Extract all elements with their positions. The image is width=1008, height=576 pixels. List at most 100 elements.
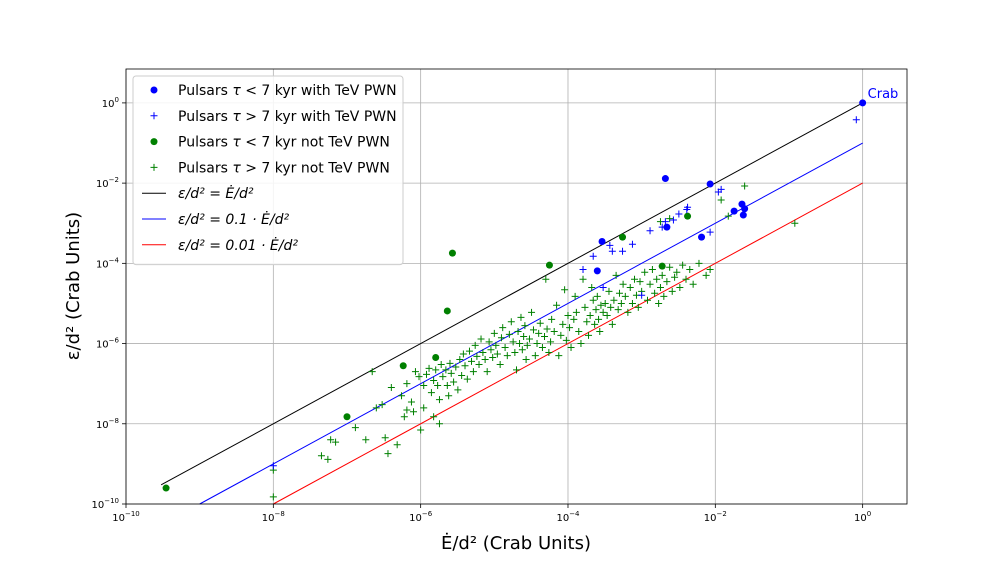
data-point-plus (520, 332, 528, 340)
data-point-plus (496, 361, 504, 369)
data-point-plus (741, 182, 749, 190)
data-point-plus (497, 334, 505, 342)
data-point-plus (603, 312, 611, 320)
data-point-plus (327, 436, 335, 444)
legend-entry-label: Pulsars τ < 7 kyr not TeV PWN (178, 135, 390, 151)
data-point-plus (487, 346, 495, 354)
data-point-circle (150, 86, 158, 94)
data-point-plus (679, 261, 687, 269)
data-point-plus (442, 366, 450, 374)
legend-entry-label: Pulsars τ > 7 kyr not TeV PWN (178, 160, 390, 176)
data-point-plus (548, 315, 556, 323)
data-point-circle (661, 175, 669, 183)
data-point-plus (499, 324, 507, 332)
y-tick-label: 10−10 (91, 497, 119, 511)
x-axis-label: Ė/d² (Crab Units) (441, 533, 591, 554)
data-point-plus (671, 273, 679, 281)
data-point-plus (398, 392, 406, 400)
x-axis-ticks: 10−10 10−8 10−6 10−4 10−2 100 (112, 504, 871, 524)
data-point-plus (673, 268, 681, 276)
data-point-plus (591, 320, 599, 328)
data-point-plus (643, 296, 651, 304)
data-point-plus (706, 266, 714, 274)
x-tick-label: 10−10 (112, 510, 140, 524)
data-point-plus (458, 371, 466, 379)
data-point-plus (317, 452, 325, 460)
data-point-plus (561, 286, 569, 294)
data-point-circle (162, 484, 170, 492)
data-point-circle (150, 138, 158, 146)
data-point-plus (456, 356, 464, 364)
reference-line (273, 182, 863, 505)
data-point-plus (564, 312, 572, 320)
data-point-plus (547, 338, 555, 346)
data-point-plus (489, 353, 497, 361)
x-tick-label: 100 (854, 510, 871, 524)
data-point-plus (507, 318, 515, 326)
data-point-plus (475, 361, 483, 369)
data-point-plus (638, 291, 646, 299)
data-point-plus (417, 426, 425, 434)
data-point-plus (393, 441, 401, 449)
data-point-plus (324, 455, 332, 463)
data-point-plus (332, 438, 340, 446)
data-point-plus (624, 308, 632, 316)
data-point-plus (615, 289, 623, 297)
data-point-plus (430, 413, 438, 421)
data-point-plus (585, 331, 593, 339)
data-points (162, 99, 867, 501)
legend: Pulsars τ < 7 kyr with TeV PWN Pulsars τ … (132, 75, 404, 266)
data-point-plus (666, 215, 674, 223)
data-point-plus (432, 366, 440, 374)
data-point-plus (658, 271, 666, 279)
data-point-plus (599, 308, 607, 316)
data-point-plus (646, 227, 654, 235)
legend-box (132, 75, 404, 266)
data-point-plus (447, 369, 455, 377)
crab-annotation: Crab (868, 87, 899, 102)
data-point-plus (477, 335, 485, 343)
data-point-plus (626, 283, 634, 291)
data-point-plus (702, 271, 710, 279)
data-point-plus (150, 112, 158, 120)
data-point-plus (583, 318, 591, 326)
x-tick-label: 10−8 (262, 510, 285, 524)
data-point-plus (425, 364, 433, 372)
data-point-plus (571, 292, 579, 300)
data-point-circle (448, 249, 456, 257)
plot-frame (125, 68, 908, 505)
data-point-plus (646, 280, 654, 288)
y-tick-label: 10−6 (96, 337, 120, 351)
data-point-plus (557, 331, 565, 339)
data-point-plus (403, 406, 411, 414)
data-point-plus (597, 301, 605, 309)
data-point-plus (661, 218, 669, 226)
data-point-plus (570, 315, 578, 323)
data-point-plus (531, 352, 539, 360)
data-point-circle (741, 205, 749, 213)
data-point-plus (351, 424, 359, 432)
data-point-plus (446, 359, 454, 367)
data-point-plus (514, 327, 522, 335)
data-point-plus (553, 301, 561, 309)
data-point-plus (668, 287, 676, 295)
reference-line (199, 142, 863, 505)
data-point-plus (269, 462, 277, 470)
data-point-plus (535, 329, 543, 337)
data-point-plus (422, 370, 430, 378)
legend-entry-label: ε/d² = 0.1 · Ė/d² (178, 210, 289, 228)
data-point-plus (593, 292, 601, 300)
data-point-plus (660, 292, 668, 300)
data-point-plus (536, 319, 544, 327)
data-point-plus (676, 283, 684, 291)
data-point-plus (648, 266, 656, 274)
data-point-plus (445, 392, 453, 400)
data-point-plus (485, 338, 493, 346)
data-point-circle (663, 223, 671, 231)
data-point-plus (529, 326, 537, 334)
data-point-plus (545, 348, 553, 356)
data-point-plus (516, 340, 524, 348)
data-point-circle (343, 413, 351, 421)
data-point-plus (599, 283, 607, 291)
y-tick-label: 10−8 (96, 417, 119, 431)
